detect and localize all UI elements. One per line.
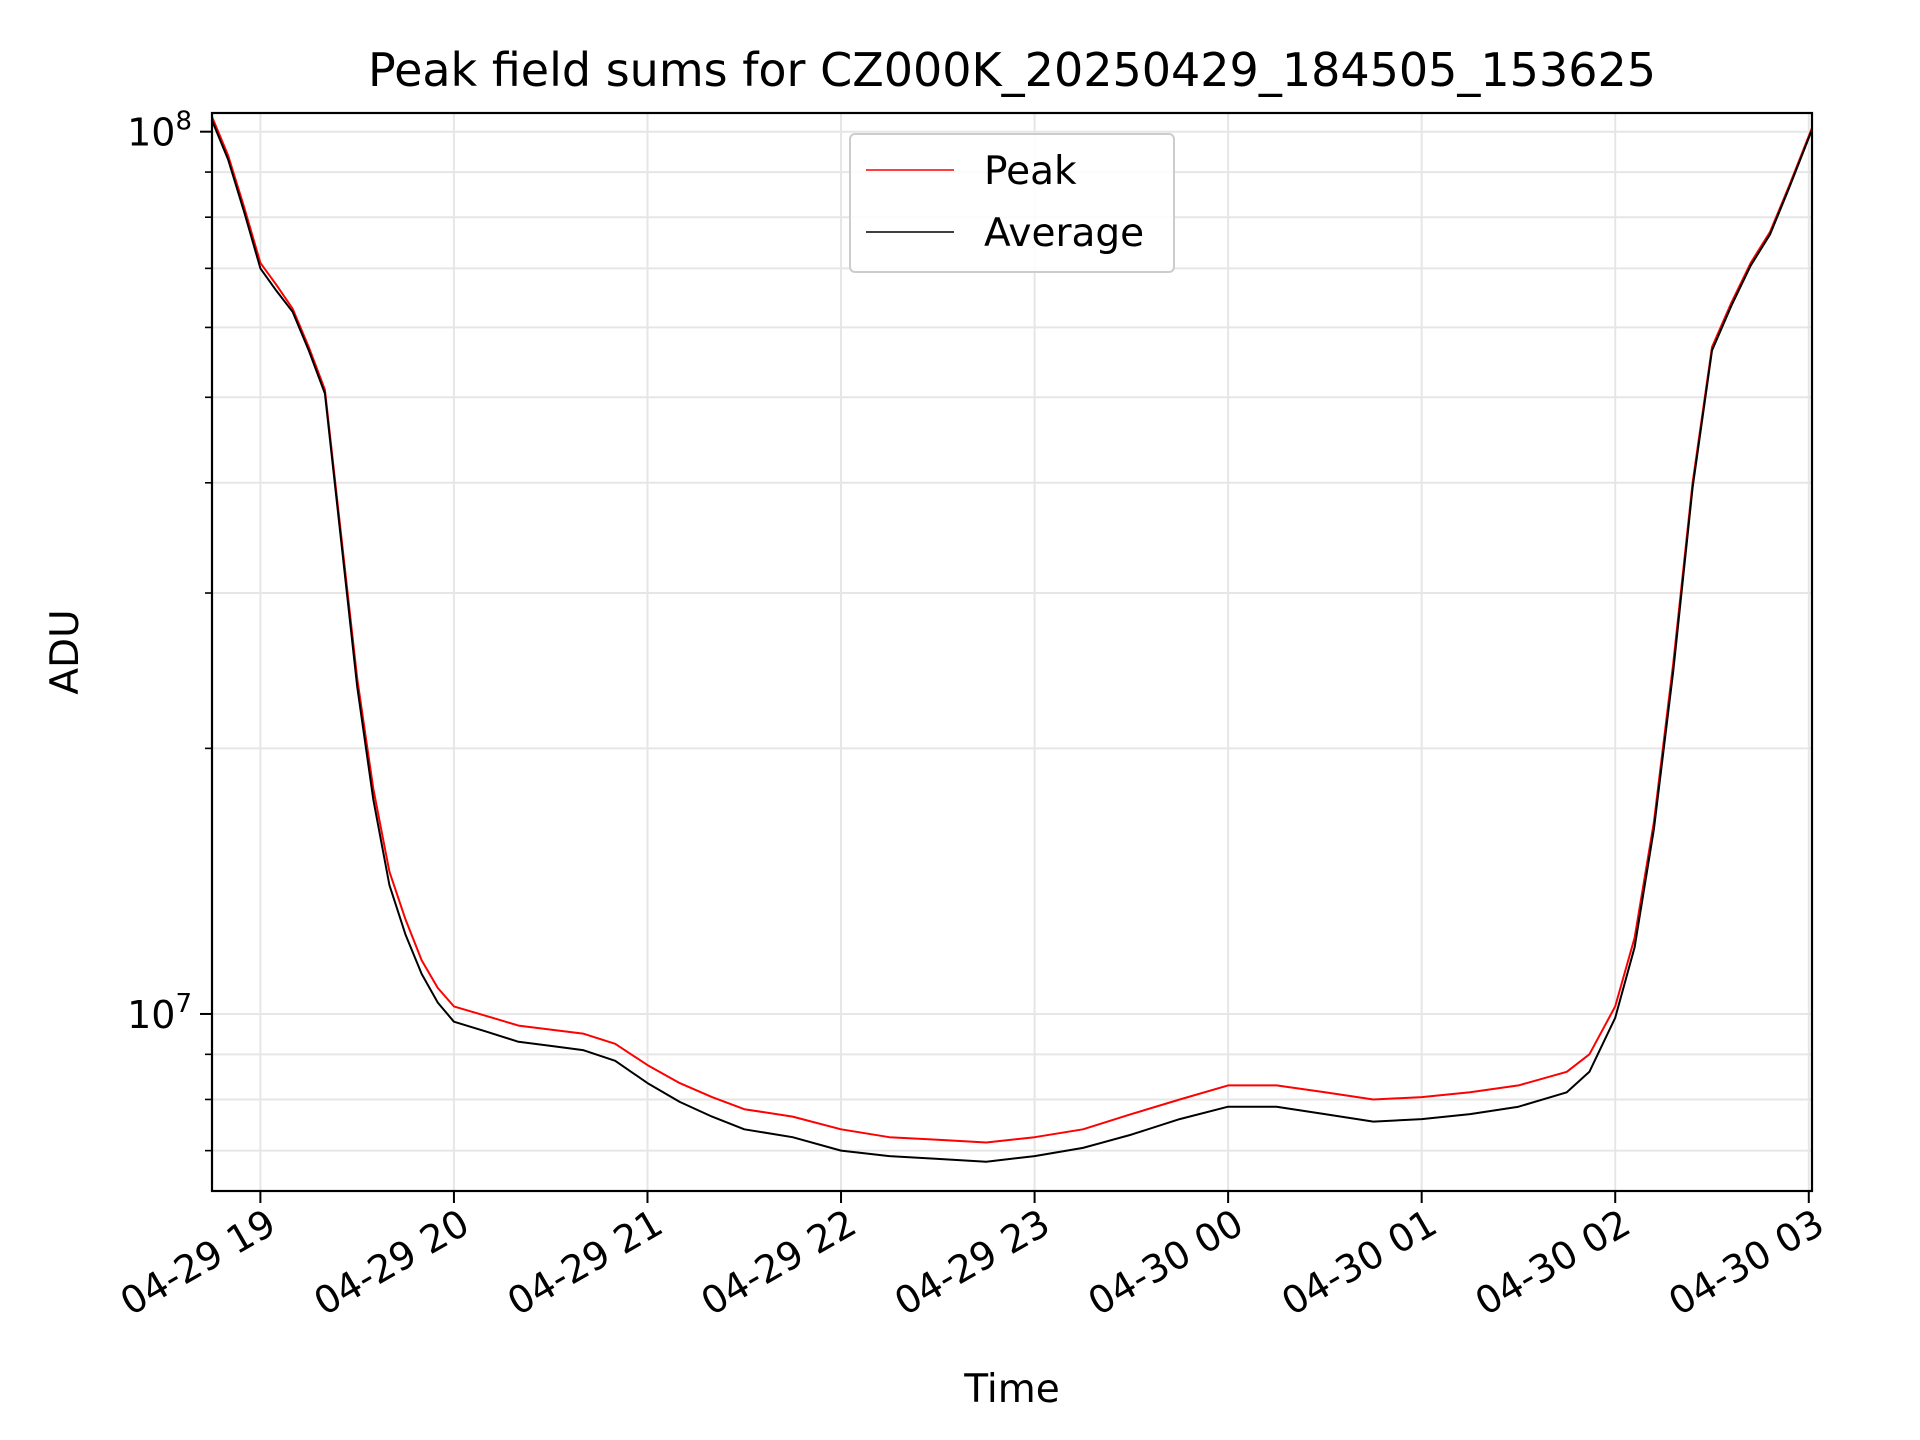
y-tick-label: 107 bbox=[127, 989, 192, 1037]
legend-label-average: Average bbox=[984, 211, 1144, 256]
legend: Peak Average bbox=[849, 133, 1175, 273]
chart-title: Peak field sums for CZ000K_20250429_1845… bbox=[368, 43, 1656, 97]
legend-label-peak: Peak bbox=[984, 149, 1077, 194]
y-axis-ticks: 108 107 bbox=[127, 107, 212, 1152]
y-tick-label: 108 bbox=[127, 107, 192, 155]
y-axis-label: ADU bbox=[43, 609, 88, 694]
x-axis-label: Time bbox=[963, 1367, 1059, 1412]
series-layer bbox=[211, 116, 1813, 1163]
legend-box bbox=[849, 133, 1175, 273]
plot-frame bbox=[210, 111, 1814, 1193]
series-line-average bbox=[211, 120, 1813, 1163]
